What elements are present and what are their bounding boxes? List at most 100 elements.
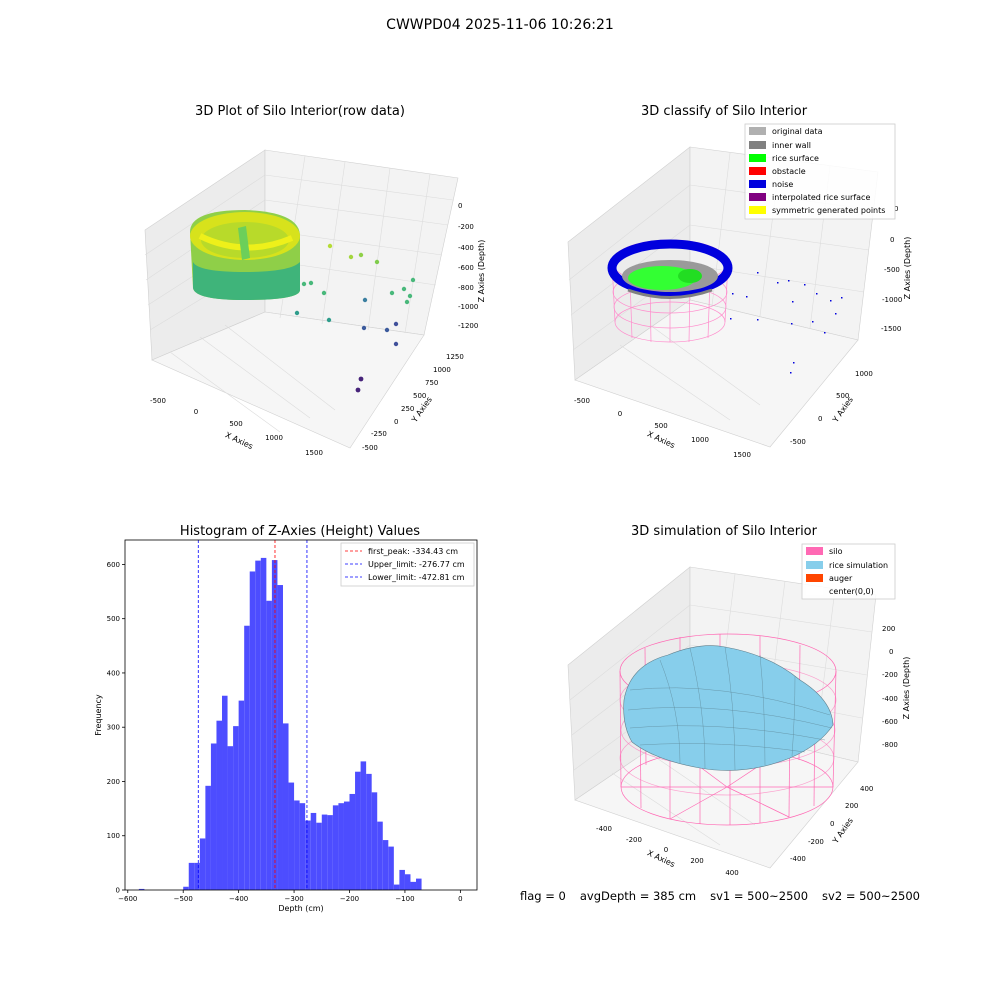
raw-z-tick: 0: [458, 202, 462, 210]
raw-x-tick: 1000: [265, 434, 283, 442]
histogram-bar: [366, 773, 372, 890]
histogram-y-tick-label: 200: [107, 778, 120, 786]
histogram-bar: [377, 821, 383, 890]
histogram-bar: [393, 884, 400, 890]
legend-label: symmetric generated points: [772, 206, 885, 215]
classify-y-tick: -500: [790, 438, 806, 446]
simulation-z-label: Z Axies (Depth): [902, 657, 911, 720]
histogram-y-tick-label: 600: [107, 561, 120, 569]
histogram-bar: [255, 560, 261, 890]
histogram-bar: [282, 723, 289, 890]
raw-z-tick: -1200: [458, 322, 478, 330]
classify-y-tick: 500: [836, 392, 849, 400]
histogram-x-tick-label: −200: [340, 895, 359, 903]
histogram-bar: [305, 820, 311, 890]
histogram-bar: [382, 840, 389, 890]
legend-label: rice surface: [772, 154, 819, 163]
histogram-x-label: Depth (cm): [278, 904, 323, 913]
legend-swatch: [749, 141, 766, 149]
legend-swatch: [749, 127, 766, 135]
simulation-x-label: X Axies: [646, 848, 677, 869]
legend-entry: original data: [749, 127, 823, 136]
flag-text: flag = 0: [520, 889, 566, 903]
histogram-bar: [260, 557, 267, 890]
histogram-x-tick-label: −300: [284, 895, 303, 903]
legend-entry: silo: [806, 547, 843, 556]
legend-entry: auger: [806, 574, 853, 583]
legend-swatch: [749, 206, 766, 214]
simulation-y-tick: 200: [845, 802, 858, 810]
simulation-panes: [567, 566, 877, 869]
raw-y-ticks: -500 -250 0 250 500 750 1000 1250: [362, 353, 464, 452]
histogram-bar: [271, 560, 278, 890]
histogram-bar: [266, 600, 272, 890]
simulation-y-tick: -400: [790, 855, 806, 863]
classify-z-tick: -500: [884, 266, 900, 274]
classify-x-tick: 500: [654, 422, 667, 430]
classify-x-tick: 0: [618, 410, 622, 418]
histogram-reference-lines: [197, 540, 308, 890]
legend-swatch: [806, 587, 823, 595]
raw-z-tick: -600: [458, 264, 474, 272]
legend-label: obstacle: [772, 167, 806, 176]
legend-entry: rice surface: [749, 154, 819, 163]
classify-z-tick: 0: [890, 236, 894, 244]
legend-swatch: [749, 180, 766, 188]
histogram-legend-label: first_peak: -334.43 cm: [368, 547, 458, 556]
simulation-panel-title: 3D simulation of Silo Interior: [631, 524, 817, 539]
legend-entry: center(0,0): [806, 587, 874, 596]
histogram-y-tick-label: 500: [107, 615, 120, 623]
simulation-y-tick: -200: [808, 838, 824, 846]
simulation-y-ticks: -400 -200 0 200 400: [790, 785, 873, 863]
legend-label: rice simulation: [829, 561, 888, 570]
histogram-y-label: Frequency: [94, 694, 103, 736]
histogram-bar: [277, 585, 283, 890]
histogram-bar: [355, 771, 361, 890]
raw-x-tick: 0: [194, 408, 198, 416]
histogram-x-tick-label: −600: [118, 895, 137, 903]
avg-depth-text: avgDepth = 385 cm: [579, 889, 697, 903]
raw-data-cloud: [190, 210, 416, 393]
classify-z-label: Z Axies (Depth): [903, 237, 912, 300]
simulation-y-label: Y Axies: [830, 816, 855, 846]
raw-z-tick: -800: [458, 284, 474, 292]
classify-z-ticks: 0 -500 -1000 -1500: [881, 236, 902, 333]
raw-panes: [144, 149, 459, 449]
legend-swatch: [749, 167, 766, 175]
raw-x-ticks: -500 0 500 1000 1500: [150, 397, 323, 457]
histogram-legend: first_peak: -334.43 cm Upper_limit: -276.…: [340, 542, 475, 587]
legend-label: center(0,0): [829, 587, 874, 596]
classify-x-tick: 1000: [691, 436, 709, 444]
histogram-bar: [244, 625, 250, 890]
classify-y-tick: 0: [818, 415, 822, 423]
classify-z-tick-top: 0: [894, 205, 898, 213]
simulation-silo-wireframe: [619, 633, 837, 826]
histogram-axes-frame: [124, 539, 478, 891]
legend-entry: noise: [749, 180, 793, 189]
histogram-bar: [205, 785, 211, 890]
simulation-x-tick: -200: [626, 836, 642, 844]
raw-z-ticks: 0 -200 -400 -600 -800 -1000 -1200: [458, 202, 478, 330]
classify-y-ticks: -500 0 500 1000: [790, 370, 873, 446]
raw-y-tick: 250: [401, 405, 414, 413]
simulation-x-tick: 0: [664, 846, 668, 854]
raw-z-tick: -400: [458, 244, 474, 252]
legend-entry: rice simulation: [806, 561, 888, 570]
histogram-y-tick-label: 100: [107, 832, 120, 840]
simulation-z-tick: 0: [889, 648, 893, 656]
histogram-bar: [216, 720, 223, 890]
classify-z-tick: -1000: [882, 296, 902, 304]
histogram-bar: [199, 838, 206, 890]
histogram-bar: [327, 815, 333, 890]
histogram-bar: [210, 743, 217, 890]
histogram-x-tick-label: −500: [174, 895, 193, 903]
classify-panes: [567, 146, 879, 448]
histogram-bar: [416, 878, 422, 890]
histogram-bar: [338, 803, 344, 890]
classify-y-tick: 1000: [855, 370, 873, 378]
histogram-bar: [410, 881, 417, 890]
